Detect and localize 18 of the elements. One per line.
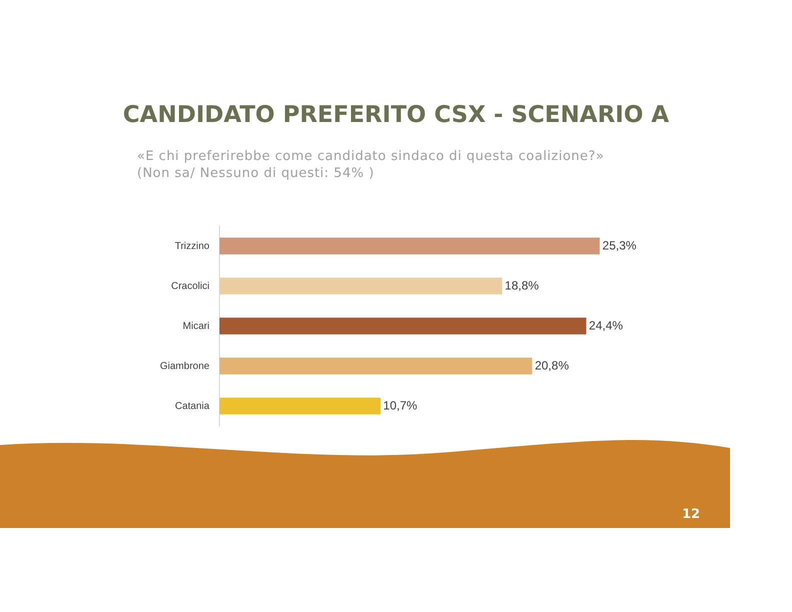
bar [219,398,380,414]
bar [219,278,502,294]
text: 12 [682,507,700,522]
y-tick-label: Cracolici [171,280,210,292]
bar [219,238,600,254]
bar [219,318,586,334]
bar [219,358,532,374]
y-tick-label: Giambrone [160,360,210,372]
data-label: 24,4% [588,318,624,332]
y-tick-label: Micari [182,320,210,332]
chart-title: CANDIDATO PREFERITO CSX - SCENARIO A [122,102,670,128]
data-label: 25,3% [602,238,637,252]
data-label: 20,8% [534,358,570,372]
y-tick-label: Catania [175,400,210,412]
chart-subtitle: «E chi preferirebbe come candidato sindaco di questa coalizione?» (Non sa/ Nessuno di questi: 54% ) [137,148,604,182]
data-label: 18,8% [504,278,540,292]
y-tick-label: Trizzino [174,240,210,252]
data-label: 10,7% [383,398,418,412]
